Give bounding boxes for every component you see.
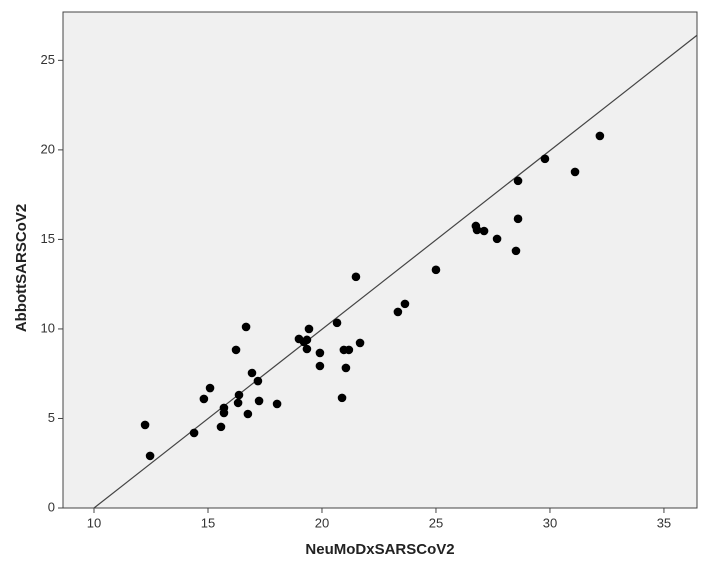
y-tick-label: 0: [48, 499, 55, 514]
point: [253, 376, 263, 386]
point: [254, 396, 264, 406]
point: [234, 390, 244, 400]
point: [233, 398, 243, 408]
y-tick-label: 10: [41, 320, 55, 335]
point: [243, 409, 253, 419]
point: [145, 451, 155, 461]
point: [344, 345, 354, 355]
point: [216, 422, 226, 432]
y-axis-label: AbbottSARSCoV2: [13, 204, 30, 332]
point: [199, 394, 209, 404]
point: [272, 399, 282, 409]
point: [332, 318, 342, 328]
point: [315, 348, 325, 358]
x-tick-label: 10: [87, 515, 101, 530]
point: [337, 393, 347, 403]
x-tick-label: 30: [543, 515, 557, 530]
point: [492, 234, 502, 244]
point: [472, 225, 482, 235]
point: [513, 214, 523, 224]
point: [431, 265, 441, 275]
y-tick-label: 25: [41, 52, 55, 67]
point: [302, 335, 312, 345]
y-tick-label: 15: [41, 231, 55, 246]
point: [304, 324, 314, 334]
point: [140, 420, 150, 430]
point: [219, 403, 229, 413]
point: [247, 368, 257, 378]
point: [302, 344, 312, 354]
point: [570, 167, 580, 177]
y-tick-label: 20: [41, 141, 55, 156]
x-tick-label: 35: [657, 515, 671, 530]
point: [315, 361, 325, 371]
point: [400, 299, 410, 309]
plot-area: [62, 11, 698, 509]
point: [511, 246, 521, 256]
point: [595, 131, 605, 141]
point: [355, 338, 365, 348]
y-tick-label: 5: [48, 410, 55, 425]
point: [189, 428, 199, 438]
point: [231, 345, 241, 355]
point: [393, 307, 403, 317]
point: [341, 363, 351, 373]
point: [479, 226, 489, 236]
x-tick-label: 15: [201, 515, 215, 530]
x-axis-label: NeuMoDxSARSCoV2: [305, 541, 454, 558]
x-tick-label: 25: [429, 515, 443, 530]
x-tick-label: 20: [315, 515, 329, 530]
point: [540, 154, 550, 164]
point: [241, 322, 251, 332]
point: [513, 176, 523, 186]
point: [205, 383, 215, 393]
point: [351, 272, 361, 282]
